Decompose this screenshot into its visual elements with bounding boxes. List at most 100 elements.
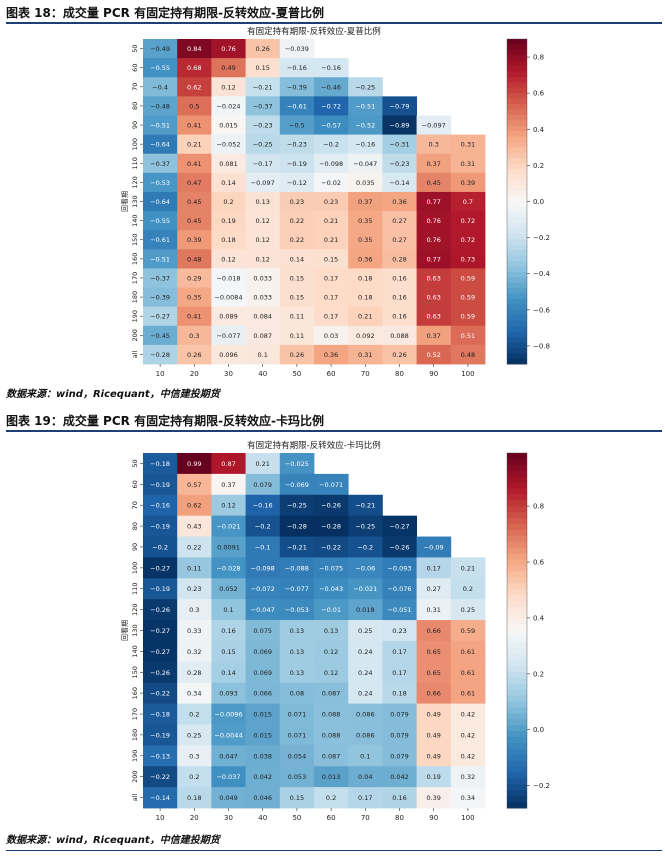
colorbar-segment (507, 766, 527, 773)
heatmap-cell (450, 344, 486, 365)
heatmap-cell (177, 599, 212, 621)
heatmap-cell (211, 230, 246, 250)
cell-label: −0.4 (152, 83, 168, 91)
heatmap-cell (177, 766, 212, 788)
cell-label: 0.77 (426, 198, 440, 206)
x-tick-label: 20 (190, 370, 199, 378)
cell-label: 0.37 (358, 198, 372, 206)
heatmap-cell (348, 134, 383, 155)
cell-label: 0.079 (390, 752, 409, 760)
cell-label: 0.12 (221, 83, 235, 91)
heatmap-cell (348, 515, 383, 537)
heatmap-cell (211, 745, 246, 767)
heatmap-cell (382, 249, 417, 269)
colorbar-segment (507, 784, 527, 791)
heatmap-cell (416, 306, 452, 327)
y-tick-label: 190 (131, 310, 139, 322)
colorbar-segment (507, 737, 527, 744)
cell-label: −0.098 (251, 564, 275, 572)
heatmap-cell (245, 191, 281, 212)
cell-label: −0.093 (387, 564, 411, 572)
heatmap-cell (382, 268, 417, 288)
colorbar-segment (507, 299, 527, 305)
heatmap-cell (177, 115, 212, 135)
cell-label: 0.12 (255, 236, 269, 244)
cell-label: −0.024 (216, 102, 240, 110)
cell-label: 0.48 (187, 255, 201, 263)
figure-19-caption: 图表 19：成交量 PCR 有固定持有期限-反转效应-卡玛比例 (6, 412, 662, 432)
cell-label: −0.31 (390, 141, 410, 149)
cell-label: 0.76 (426, 236, 440, 244)
cell-label: 0.066 (253, 690, 272, 698)
cell-label: −0.19 (150, 481, 170, 489)
cell-label: −0.22 (150, 773, 170, 781)
cell-label: 0.13 (290, 669, 304, 677)
colorbar-segment (507, 778, 527, 785)
heatmap-cell (143, 58, 178, 78)
cell-label: −0.021 (216, 523, 240, 531)
heatmap-cell (245, 249, 281, 269)
heatmap-cell (279, 515, 315, 537)
heatmap-cell (450, 268, 486, 288)
heatmap-cell (279, 96, 315, 116)
cell-label: 0.66 (426, 690, 440, 698)
heatmap-cell (177, 191, 212, 212)
colorbar-segment (507, 152, 527, 159)
colorbar-segment (507, 748, 527, 756)
colorbar-segment (507, 618, 527, 626)
heatmap-cell (382, 211, 417, 231)
heatmap-cell (177, 211, 212, 231)
heatmap-cell (314, 682, 349, 704)
cell-label: −0.2 (152, 543, 168, 551)
cell-label: 0.14 (290, 255, 304, 263)
cell-label: 0.2 (189, 773, 199, 781)
cell-label: 0.093 (219, 690, 238, 698)
colorbar-segment (507, 701, 527, 708)
cell-label: −0.0096 (214, 711, 242, 719)
heatmap-cell (245, 620, 281, 642)
heatmap-cell (450, 724, 486, 746)
y-tick-label: 60 (131, 64, 139, 72)
cell-label: 0.035 (356, 179, 375, 187)
cell-label: 0.52 (426, 351, 440, 359)
y-tick-label: 100 (131, 138, 139, 150)
heatmap-cell (314, 191, 349, 212)
colorbar-segment (507, 642, 527, 649)
cell-label: 0.59 (461, 313, 475, 321)
colorbar-frame (506, 452, 528, 809)
heatmap-cell (211, 787, 246, 809)
heatmap-cell (211, 661, 246, 684)
heatmap-cell (382, 578, 417, 600)
heatmap-cell (348, 211, 383, 231)
cell-label: 0.42 (461, 711, 475, 719)
colorbar-segment (507, 713, 527, 720)
colorbar-segment (507, 559, 527, 566)
heatmap-cell (177, 230, 212, 250)
figure-19-source: 数据来源：wind，Ricequant，中信建投期货 (6, 834, 662, 851)
heatmap-cell (416, 344, 452, 365)
cell-label: 0.36 (358, 255, 372, 263)
y-tick-label: 170 (131, 708, 139, 720)
heatmap-cell (177, 77, 212, 97)
colorbar-segment (507, 630, 527, 637)
heatmap-cell (314, 58, 349, 78)
colorbar-segment (507, 315, 527, 322)
figure-19-caption-text: 图表 19：成交量 PCR 有固定持有期限-反转效应-卡玛比例 (6, 414, 325, 428)
cell-label: 0.0091 (217, 543, 240, 551)
cell-label: −0.0044 (214, 731, 242, 739)
x-tick-label: 10 (156, 370, 165, 378)
cell-label: 0.43 (187, 523, 201, 531)
cell-label: 0.087 (322, 690, 341, 698)
heatmap-cell (450, 287, 486, 308)
cell-label: −0.57 (321, 122, 341, 130)
colorbar-segment (507, 612, 527, 620)
y-tick-label: 140 (131, 645, 139, 657)
cell-label: 0.12 (255, 217, 269, 225)
heatmap-cell (450, 134, 486, 155)
heatmap-cell (245, 557, 281, 579)
colorbar-segment (507, 802, 527, 809)
colorbar-segment (507, 66, 527, 72)
colorbar-segment (507, 683, 527, 691)
colorbar-segment (507, 553, 527, 560)
cell-label: 0.21 (461, 564, 475, 572)
